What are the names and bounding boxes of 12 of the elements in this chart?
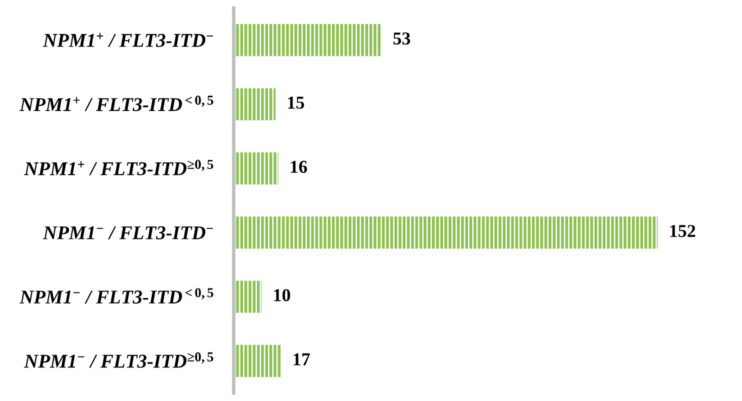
y-tick-label: NPM1$^{−}$ / FLT3-ITD$^{<0,5}$ — [19, 288, 214, 304]
data-label: 16 — [290, 160, 307, 173]
y-tick-label: NPM1$^{−}$ / FLT3-ITD$^{−}$ — [42, 226, 214, 240]
data-label: 152 — [670, 224, 696, 238]
y-tick-label: NPM1$^{+}$ / FLT3-ITD$^{<0,5}$ — [19, 96, 214, 112]
y-tick-label: NPM1$^{+}$ / FLT3-ITD$^{≥0,5}$ — [24, 160, 214, 176]
y-tick-label: NPM1$^{+}$ / FLT3-ITD$^{−}$ — [42, 32, 214, 47]
y-tick-label: NPM1$^{−}$ / FLT3-ITD$^{≥0,5}$ — [24, 352, 214, 368]
data-label: 53 — [393, 32, 410, 45]
data-label: 17 — [294, 353, 310, 366]
data-label: 15 — [288, 96, 304, 109]
data-label: 10 — [274, 289, 290, 302]
